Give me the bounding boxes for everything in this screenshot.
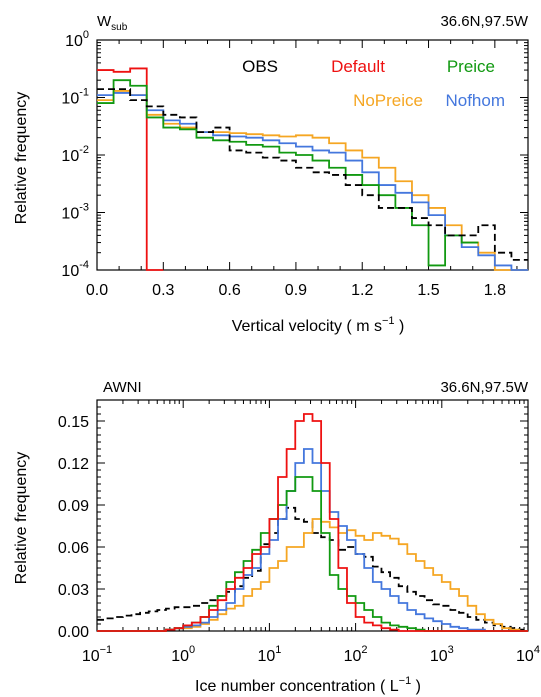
legend-item-nofhom: Nofhom [445,91,505,110]
y-tick-label: 10-4 [61,259,89,280]
panel-ice-number: AWNI 36.6N,97.5W Ice number concentratio… [13,379,540,695]
location-label: 36.6N,97.5W [440,379,528,396]
x-tick-label: 103 [430,644,454,665]
x-tick-label: 0.9 [285,282,307,299]
location-label: 36.6N,97.5W [440,13,528,30]
series-line-obs [97,88,528,261]
y-tick-label: 10-2 [61,144,89,165]
x-tick-label: 1.8 [484,282,506,299]
x-tick-label: 104 [516,644,540,665]
y-tick-label: 0.12 [58,456,89,473]
series-line-default [97,413,528,632]
y-axis-label: Relative frequency [13,452,30,585]
x-tick-label: 102 [344,644,368,665]
x-axis-label: Ice number concentration ( L−1 ) [195,675,421,695]
legend-item-nopreice: NoPreice [353,91,423,110]
x-tick-label: 0.6 [218,282,240,299]
series-line-nopreice [97,518,528,632]
panel-label-awni: AWNI [103,379,142,396]
x-axis-label: Vertical velocity ( m s−1 ) [232,315,405,335]
x-tick-label: 10−1 [82,644,112,665]
x-tick-label: 100 [171,644,195,665]
x-tick-label: 1.2 [351,282,373,299]
y-tick-label: 100 [65,29,89,50]
legend-item-preice: Preice [447,57,495,76]
x-tick-label: 101 [257,644,281,665]
y-tick-label: 0.00 [58,624,89,641]
x-tick-label: 0.0 [86,282,108,299]
series-line-preice [97,476,528,632]
y-tick-label: 0.03 [58,582,89,599]
series-line-default [97,67,164,271]
y-tick-label: 0.06 [58,540,89,557]
plot-frame [96,399,529,632]
y-tick-label: 10-1 [61,87,89,108]
x-tick-label: 1.5 [417,282,439,299]
panel-vertical-velocity: Wsub 36.6N,97.5W Vertical velocity ( m s… [13,13,529,335]
panel-label-wsub: Wsub [97,13,128,33]
y-tick-label: 10-3 [61,202,89,223]
legend-item-default: Default [331,57,385,76]
x-tick-label: 0.3 [152,282,174,299]
y-tick-label: 0.09 [58,498,89,515]
y-axis-label: Relative frequency [13,92,30,225]
y-tick-label: 0.15 [58,414,89,431]
legend-item-obs: OBS [242,57,278,76]
